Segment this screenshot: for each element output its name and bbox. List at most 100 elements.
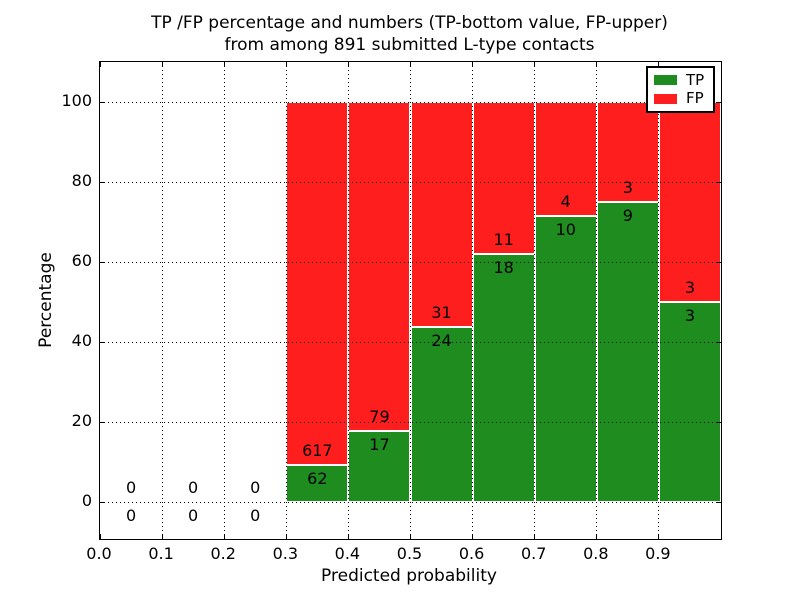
horizontal-gridline bbox=[100, 261, 721, 263]
y-tick-label: 40 bbox=[71, 331, 92, 350]
x-tickmark-top bbox=[472, 62, 474, 67]
x-tickmark-top bbox=[410, 62, 411, 67]
horizontal-gridline bbox=[100, 181, 721, 183]
y-tick-label: 80 bbox=[71, 171, 92, 190]
horizontal-gridline bbox=[100, 421, 721, 423]
chart-title: TP /FP percentage and numbers (TP-bottom… bbox=[99, 12, 720, 56]
x-tickmark-bottom bbox=[534, 534, 536, 539]
x-tickmark-bottom bbox=[410, 534, 411, 539]
fp-count-label: 0 bbox=[125, 478, 137, 497]
tp-count-label: 0 bbox=[125, 506, 137, 525]
x-tickmark-top bbox=[285, 62, 287, 67]
bar-segment-tp bbox=[410, 327, 473, 502]
legend: TP FP bbox=[646, 66, 715, 113]
x-tickmark-top bbox=[658, 62, 660, 67]
vertical-gridline bbox=[161, 62, 163, 539]
x-tick-label: 0.8 bbox=[583, 544, 609, 563]
x-tickmark-top bbox=[534, 62, 536, 67]
horizontal-gridline bbox=[100, 101, 721, 103]
fp-count-label: 617 bbox=[302, 441, 333, 461]
bar-segment-fp bbox=[348, 102, 411, 432]
tp-count-label: 17 bbox=[369, 435, 390, 455]
y-tick-label: 0 bbox=[81, 491, 92, 510]
fp-count-label: 0 bbox=[250, 478, 261, 497]
x-tickmark-top bbox=[100, 62, 101, 67]
fp-count-label: 31 bbox=[431, 303, 452, 323]
tp-count-label: 0 bbox=[250, 506, 261, 525]
tp-count-label: 24 bbox=[431, 331, 452, 351]
x-tickmark-bottom bbox=[285, 534, 287, 539]
x-tickmark-bottom bbox=[472, 534, 474, 539]
x-tickmark-top bbox=[596, 62, 598, 67]
x-tickmark-bottom bbox=[596, 534, 598, 539]
tp-count-label: 10 bbox=[555, 220, 576, 240]
tp-count-label: 0 bbox=[188, 506, 199, 525]
vertical-gridline bbox=[347, 62, 349, 539]
bar-segment-fp bbox=[596, 102, 659, 202]
vertical-gridline bbox=[410, 62, 411, 539]
y-tickmark-right bbox=[716, 501, 721, 503]
vertical-gridline bbox=[223, 62, 225, 539]
plot-area: 0 0 0 0 0 0 617 62 79 17 31 24 11 18 4 10 3 9 3 3 bbox=[99, 61, 722, 540]
horizontal-gridline bbox=[100, 501, 721, 503]
x-axis-label: Predicted probability bbox=[321, 566, 497, 586]
bar-segment-fp bbox=[658, 102, 721, 302]
legend-label: TP bbox=[686, 70, 705, 89]
x-tickmark-bottom bbox=[658, 534, 660, 539]
legend-swatch-fp bbox=[654, 93, 677, 104]
y-tickmark-left bbox=[100, 501, 105, 503]
y-tickmark-right bbox=[716, 261, 721, 263]
x-tickmark-top bbox=[223, 62, 225, 67]
bar-segment-tp bbox=[348, 431, 411, 502]
legend-item-fp: FP bbox=[654, 91, 707, 106]
bar-segment-tp bbox=[286, 465, 349, 502]
fp-count-label: 3 bbox=[622, 178, 633, 197]
x-tickmark-bottom bbox=[347, 534, 349, 539]
fp-count-label: 11 bbox=[493, 229, 514, 249]
x-tick-label: 0.4 bbox=[334, 544, 361, 563]
legend-label: FP bbox=[686, 89, 704, 108]
y-tick-label: 20 bbox=[71, 411, 92, 430]
x-tickmark-bottom bbox=[100, 534, 101, 539]
y-tickmark-left bbox=[100, 181, 105, 183]
fp-count-label: 79 bbox=[369, 407, 390, 427]
vertical-gridline bbox=[596, 62, 598, 539]
bar-segment-fp bbox=[286, 102, 349, 466]
bar-segment-fp bbox=[472, 102, 535, 254]
bar-segment-tp bbox=[472, 253, 535, 502]
chart-title-line1: TP /FP percentage and numbers (TP-bottom… bbox=[151, 13, 668, 33]
bar-segment-fp bbox=[410, 102, 473, 328]
x-tick-label: 0.7 bbox=[520, 544, 547, 563]
bar-segment-tp bbox=[534, 216, 597, 502]
x-tickmark-bottom bbox=[161, 534, 163, 539]
tp-count-label: 3 bbox=[684, 306, 696, 325]
x-tick-label: 0.1 bbox=[148, 544, 174, 563]
y-tickmark-left bbox=[100, 261, 105, 263]
y-tick-label: 60 bbox=[71, 251, 92, 270]
y-tickmark-right bbox=[716, 101, 721, 103]
y-tickmark-right bbox=[716, 421, 721, 423]
vertical-gridline bbox=[658, 62, 660, 539]
y-tick-label: 100 bbox=[61, 91, 92, 110]
chart-title-line2: from among 891 submitted L-type contacts bbox=[224, 35, 595, 55]
bar-segment-tp bbox=[658, 302, 721, 502]
x-tick-label: 0.6 bbox=[458, 544, 485, 563]
vertical-gridline bbox=[472, 62, 474, 539]
fp-count-label: 0 bbox=[188, 478, 199, 497]
x-tickmark-top bbox=[161, 62, 163, 67]
x-tick-label: 0.5 bbox=[396, 544, 423, 563]
legend-item-tp: TP bbox=[654, 70, 707, 89]
x-tick-label: 0.3 bbox=[272, 544, 299, 563]
y-tickmark-left bbox=[100, 421, 105, 423]
x-tick-label: 0.9 bbox=[645, 544, 671, 563]
y-tickmark-right bbox=[716, 341, 721, 343]
y-tickmark-left bbox=[100, 101, 105, 103]
fp-count-label: 4 bbox=[560, 192, 571, 212]
y-tickmark-right bbox=[716, 181, 721, 183]
y-tickmark-left bbox=[100, 341, 105, 343]
bar-segment-tp bbox=[596, 202, 659, 502]
vertical-gridline bbox=[285, 62, 287, 539]
fp-count-label: 3 bbox=[684, 278, 696, 297]
legend-swatch-tp bbox=[654, 75, 677, 86]
